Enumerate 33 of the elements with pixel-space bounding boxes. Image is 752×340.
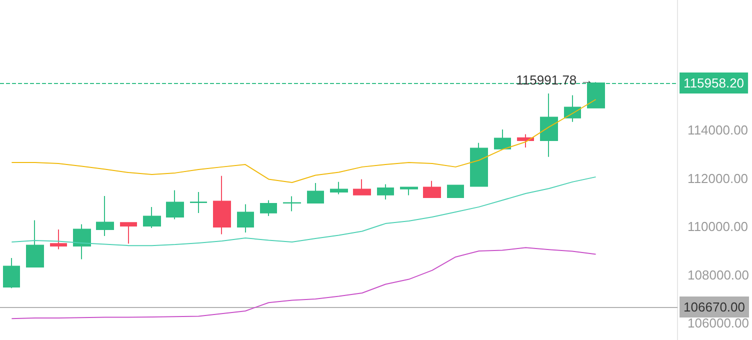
candlestick xyxy=(564,94,581,122)
candlestick xyxy=(73,224,91,260)
candlestick xyxy=(190,191,207,214)
ref-line-label: 115958.20 xyxy=(684,75,744,90)
candlestick xyxy=(307,182,324,204)
candlestick xyxy=(237,204,254,234)
line-series xyxy=(11,247,596,320)
candlestick xyxy=(400,186,418,196)
ref-line-label: 106670.00 xyxy=(684,299,745,314)
line-series xyxy=(11,98,596,184)
line-series xyxy=(11,176,596,246)
candlestick xyxy=(166,190,184,220)
y-tick-label: 108000.00 xyxy=(688,267,749,282)
candlestick xyxy=(353,178,371,196)
candlestick xyxy=(470,142,488,187)
candlestick xyxy=(213,175,231,235)
candlestick xyxy=(494,129,511,150)
candlestick xyxy=(96,195,114,236)
y-tick-label: 112000.00 xyxy=(688,170,748,186)
candlestick xyxy=(423,180,441,198)
candlestick xyxy=(330,181,348,195)
candlestick xyxy=(3,257,20,289)
candlestick xyxy=(283,196,301,212)
candlestick xyxy=(447,184,464,198)
candlestick xyxy=(260,200,277,216)
candlestick xyxy=(540,92,558,158)
candlestick xyxy=(377,184,394,200)
y-tick-label: 106000.00 xyxy=(688,316,749,331)
candlestick xyxy=(120,222,137,244)
candlestick xyxy=(143,206,161,228)
y-tick-label: 114000.00 xyxy=(688,122,748,138)
candlestick xyxy=(26,220,44,268)
y-tick-label: 110000.00 xyxy=(688,219,748,234)
